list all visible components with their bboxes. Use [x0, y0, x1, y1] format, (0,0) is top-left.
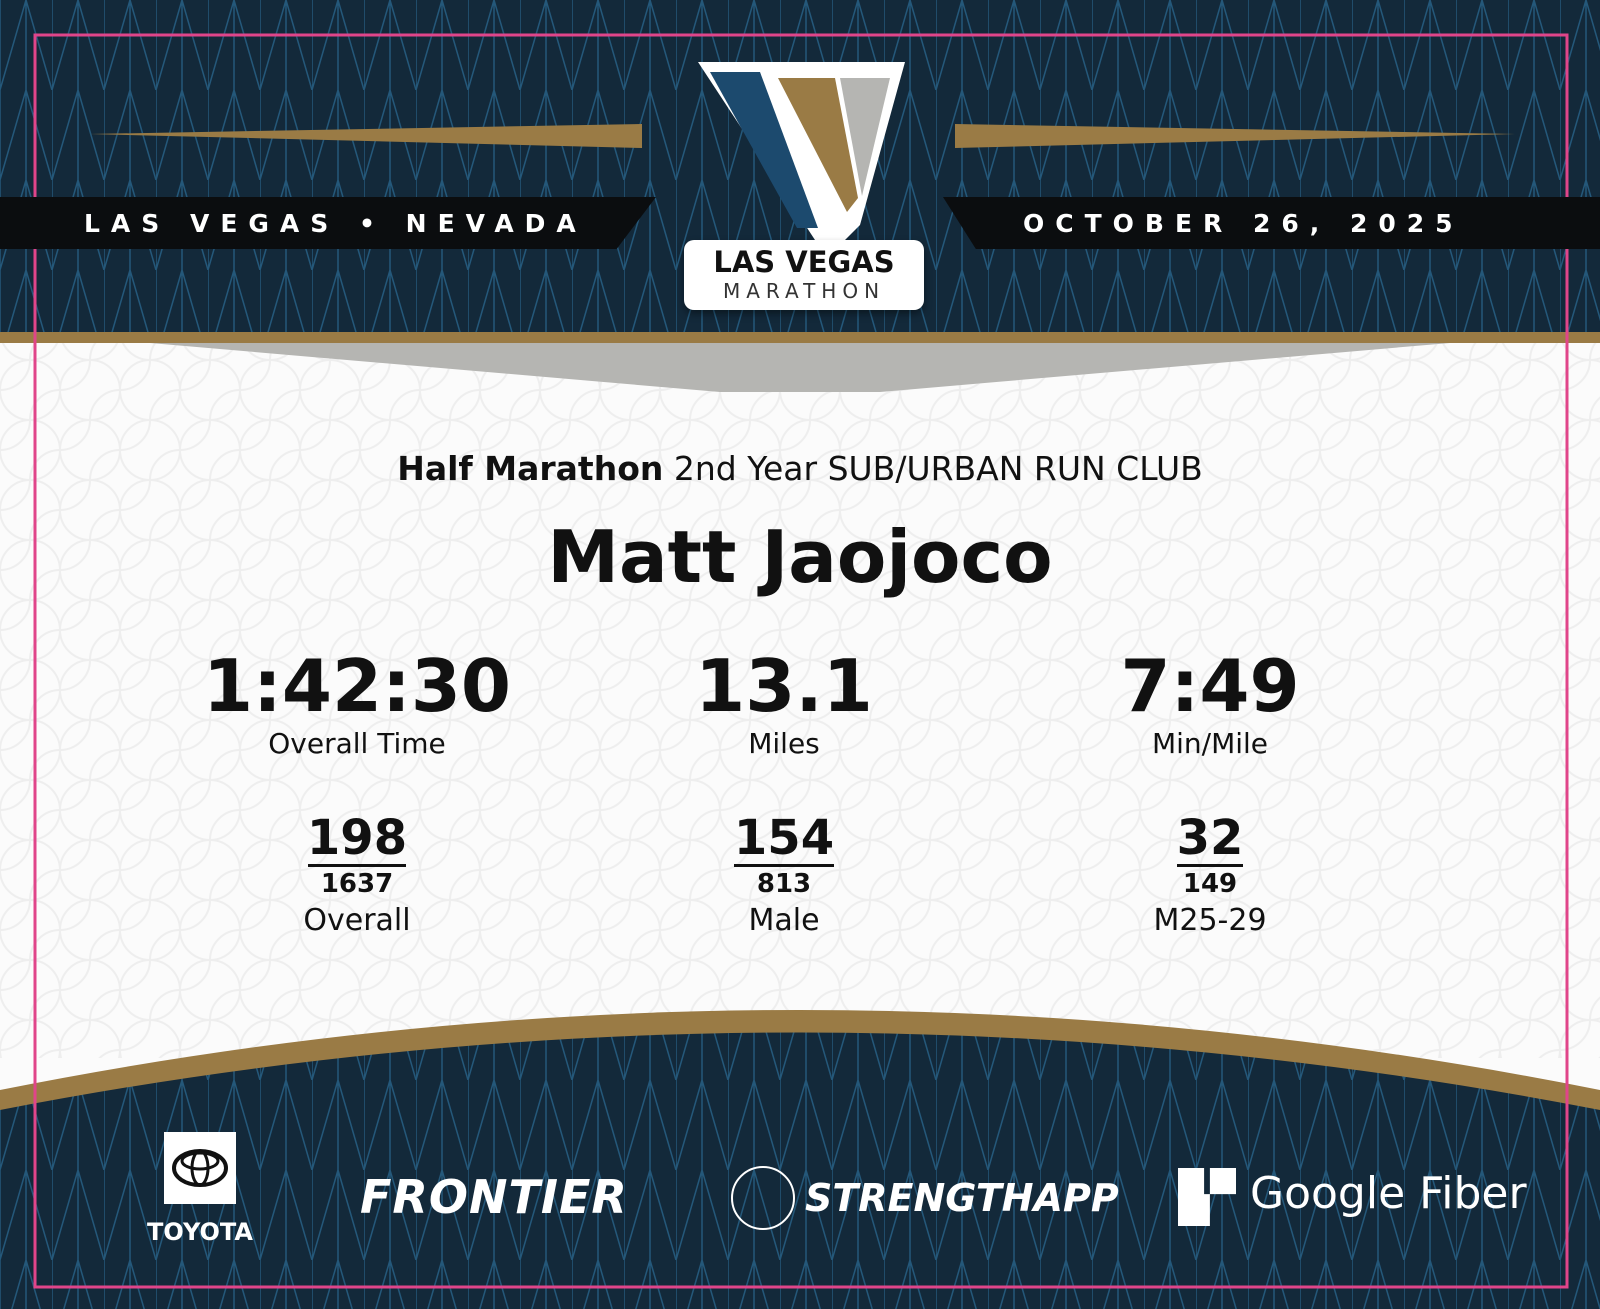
team-name: 2nd Year SUB/URBAN RUN CLUB — [673, 449, 1203, 488]
rank-category: M25-29 — [1153, 903, 1267, 938]
rank-category: Male — [748, 903, 820, 938]
stat-label: Miles — [748, 727, 820, 760]
stat-label: Overall Time — [268, 727, 446, 760]
strengthapp-logo: STRENGTHAPP — [805, 1176, 1119, 1220]
marathon-v-logo-icon — [698, 62, 905, 240]
rank-category: Overall — [303, 903, 411, 938]
google-fiber-logo: Google Fiber — [1250, 1168, 1527, 1219]
stat-value: 1:42:30 — [202, 644, 512, 728]
rank-total: 1637 — [320, 869, 394, 899]
stat-distance: 13.1 Miles — [584, 646, 984, 762]
rank-divider — [1177, 864, 1243, 867]
frontier-logo: FRONTIER — [360, 1170, 628, 1224]
marathon-logo: LAS VEGAS MARATHON — [684, 240, 924, 310]
rank-place: 198 — [306, 810, 408, 866]
rank-divider — [308, 864, 406, 867]
logo-line1: LAS VEGAS — [713, 245, 895, 279]
rank-total: 149 — [1182, 869, 1238, 899]
logo-line2: MARATHON — [722, 279, 886, 303]
rank-place: 154 — [733, 810, 835, 866]
toyota-wordmark: TOYOTA — [147, 1218, 253, 1246]
date-banner: OCTOBER 26, 2025 — [943, 197, 1600, 249]
stat-pace: 7:49 Min/Mile — [1010, 646, 1410, 762]
stat-value: 13.1 — [695, 644, 873, 728]
stat-label: Min/Mile — [1151, 727, 1269, 760]
stat-value: 7:49 — [1120, 644, 1300, 728]
runner-name: Matt Jaojoco — [547, 515, 1053, 599]
rank-divider — [734, 864, 834, 867]
rank-gender: 154 813 Male — [584, 812, 984, 941]
location-banner: LAS VEGAS • NEVADA — [0, 197, 656, 249]
race-name: Half Marathon — [397, 449, 664, 488]
rank-place: 32 — [1176, 810, 1244, 866]
event-line: Half Marathon 2nd Year SUB/URBAN RUN CLU… — [0, 449, 1600, 488]
rank-overall: 198 1637 Overall — [157, 812, 557, 941]
frame-border — [33, 33, 1569, 1289]
toyota-logo-icon — [164, 1132, 236, 1204]
stat-time: 1:42:30 Overall Time — [157, 646, 557, 762]
strengthapp-circle-icon — [731, 1166, 795, 1230]
rank-total: 813 — [756, 869, 812, 899]
rank-age-group: 32 149 M25-29 — [1010, 812, 1410, 941]
